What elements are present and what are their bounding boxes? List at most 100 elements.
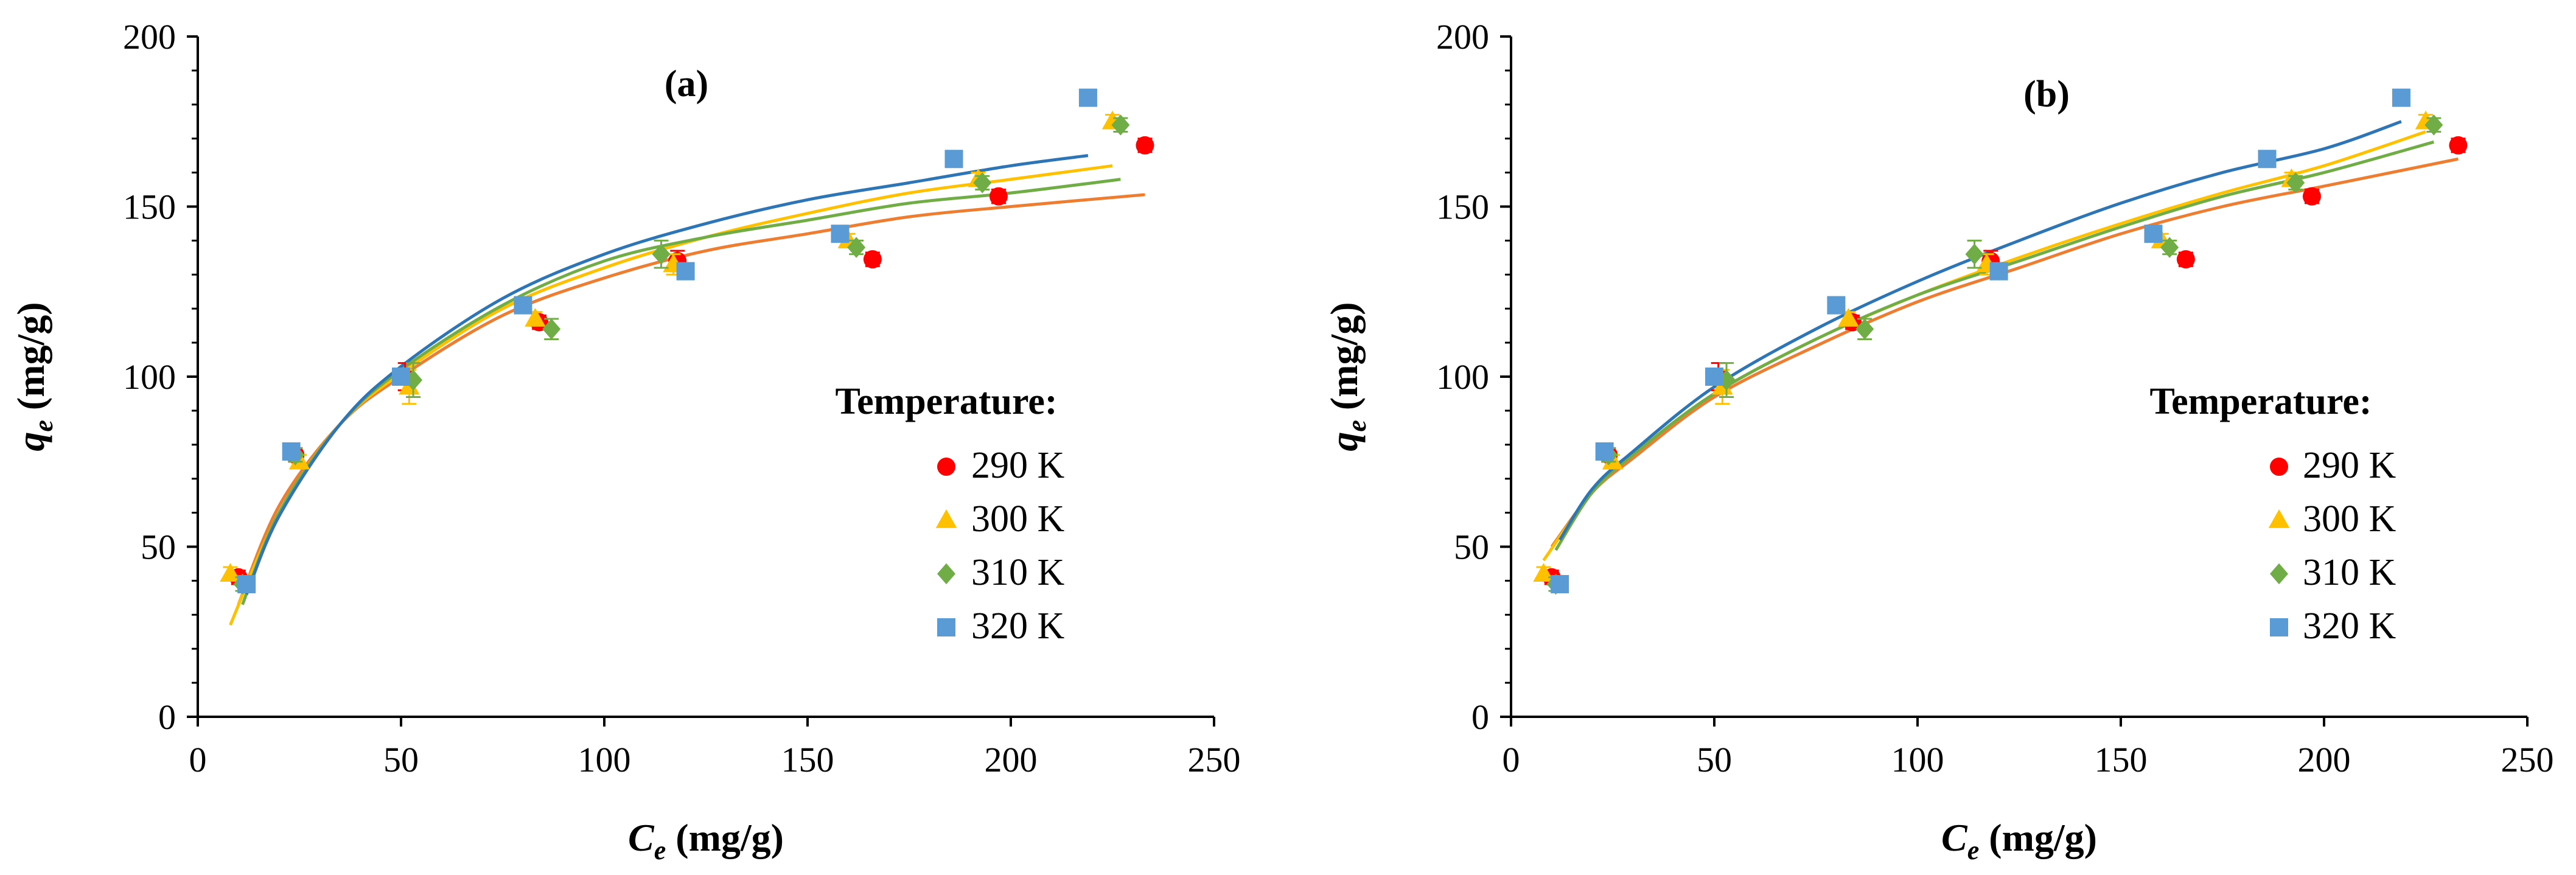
x-tick-label: 150	[2095, 740, 2148, 779]
data-point	[2449, 136, 2468, 155]
data-point	[1827, 296, 1846, 315]
data-point	[1136, 136, 1154, 155]
legend-item-290k: 290 K	[2270, 445, 2396, 486]
legend-marker	[935, 509, 957, 528]
fit-curve-320k	[1559, 120, 2402, 541]
data-point	[676, 262, 695, 281]
legend-label: 320 K	[2303, 605, 2396, 647]
legend-item-320k: 320 K	[937, 605, 1065, 647]
fit-curve-310k	[1554, 140, 2435, 551]
data-point	[1551, 574, 1569, 593]
y-tick-label: 100	[123, 357, 176, 397]
y-axis-label-b: qe (mg/g)	[1322, 302, 1372, 451]
y-axis-label-symbol: q	[9, 432, 52, 451]
legend-item-310k: 310 K	[937, 552, 1065, 593]
fit-curves-a	[229, 154, 1145, 626]
legend-item-300k: 300 K	[2268, 498, 2396, 540]
data-point	[2258, 150, 2277, 169]
axes-b: 0 50 100 150 200 250 0 50 100 150 200	[1436, 17, 2554, 779]
fit-curve-290k	[1550, 157, 2459, 548]
legend-marker	[937, 563, 955, 585]
series-310k	[233, 114, 1130, 595]
legend-item-290k: 290 K	[937, 445, 1065, 486]
data-point	[2144, 225, 2163, 243]
legend-item-320k: 320 K	[2270, 605, 2396, 647]
x-axis-label-unit: (mg/g)	[666, 816, 784, 859]
data-point	[2160, 237, 2179, 258]
x-axis-label-symbol: C	[628, 816, 655, 859]
legend-label: 290 K	[971, 445, 1065, 486]
x-tick-label: 0	[189, 740, 207, 779]
data-point	[514, 296, 532, 315]
data-point	[652, 243, 671, 265]
y-axis-label-symbol: q	[1322, 432, 1366, 451]
y-axis-label-subscript: e	[1342, 420, 1372, 432]
legend-marker	[2268, 509, 2290, 528]
data-point	[392, 368, 410, 386]
legend-label: 310 K	[971, 552, 1065, 593]
x-tick-label: 200	[985, 740, 1038, 779]
data-point	[2424, 114, 2443, 136]
data-point	[863, 250, 882, 269]
x-axis-label-unit: (mg/g)	[1979, 816, 2097, 859]
x-axis-label-a: Ce (mg/g)	[628, 816, 784, 865]
legend-a: Temperature: 290 K 300 K 310 K 320 K	[835, 381, 1064, 647]
y-tick-label: 150	[1436, 187, 1489, 227]
series-320k	[1551, 88, 2410, 593]
x-tick-label: 250	[1188, 740, 1241, 779]
legend-label: 300 K	[971, 498, 1065, 540]
panel-label-a: (a)	[665, 63, 708, 105]
legend-item-300k: 300 K	[935, 498, 1065, 540]
y-axis-label-subscript: e	[29, 420, 58, 432]
legend-marker	[937, 618, 955, 636]
data-point	[2392, 88, 2410, 107]
x-axis-label-b: Ce (mg/g)	[1941, 816, 2097, 865]
fit-curve-300k	[1542, 130, 2426, 562]
x-tick-label: 250	[2501, 740, 2554, 779]
y-axis-label-unit: (mg/g)	[9, 302, 52, 420]
data-point	[1838, 307, 1859, 327]
y-tick-label: 0	[158, 697, 176, 737]
data-point	[1705, 368, 1723, 386]
data-point	[989, 187, 1008, 206]
y-tick-label: 150	[123, 187, 176, 227]
y-axis-label-unit: (mg/g)	[1322, 302, 1366, 420]
data-point	[542, 318, 561, 340]
legend-marker	[2270, 618, 2288, 636]
data-point	[1111, 114, 1130, 136]
data-point	[831, 225, 850, 243]
x-tick-label: 100	[578, 740, 631, 779]
legend-title-a: Temperature:	[835, 381, 1057, 422]
x-tick-label: 150	[781, 740, 834, 779]
y-tick-label: 200	[123, 17, 176, 57]
data-point	[1595, 442, 1614, 461]
x-axis-label-subscript: e	[1967, 835, 1980, 865]
axes-a: 0 50 100 150 200 250 0 50 100 150 200	[123, 17, 1241, 779]
data-points-a	[220, 88, 1154, 595]
y-tick-label: 100	[1436, 357, 1489, 397]
series-320k	[237, 88, 1097, 593]
legend-label: 320 K	[971, 605, 1065, 647]
legend-marker	[937, 458, 955, 476]
chart-panel-a: 0 50 100 150 200 250 0 50 100 150 200 (a) Ce (mg/g…	[9, 17, 1241, 865]
fit-curve-320k	[245, 154, 1089, 595]
x-tick-label: 100	[1891, 740, 1944, 779]
data-point	[2302, 187, 2321, 206]
data-point	[1989, 262, 2008, 281]
legend-label: 290 K	[2303, 445, 2396, 486]
legend-label: 300 K	[2303, 498, 2396, 540]
data-point	[847, 237, 866, 258]
legend-b: Temperature: 290 K 300 K 310 K 320 K	[2149, 381, 2396, 647]
legend-label: 310 K	[2303, 552, 2396, 593]
fit-curves-b	[1542, 120, 2459, 562]
data-point	[282, 442, 301, 461]
legend-marker	[2270, 563, 2288, 585]
x-tick-label: 200	[2298, 740, 2351, 779]
panel-label-b: (b)	[2023, 74, 2070, 115]
legend-marker	[2270, 458, 2288, 476]
y-tick-label: 0	[1471, 697, 1489, 737]
y-axis-label-a: qe (mg/g)	[9, 302, 58, 451]
data-point	[237, 574, 256, 593]
x-axis-label-subscript: e	[654, 835, 666, 865]
